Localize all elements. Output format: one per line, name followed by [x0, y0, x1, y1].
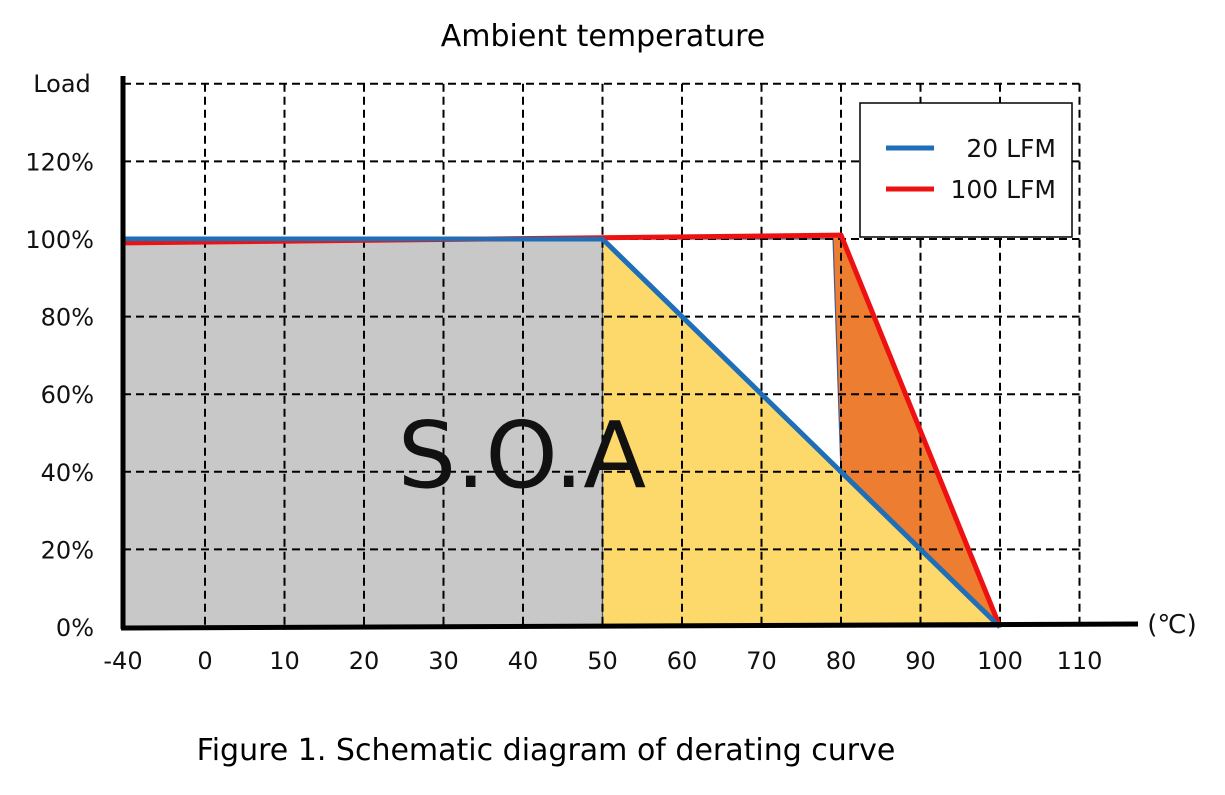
- x-tick-label-60: 60: [667, 647, 698, 675]
- x-tick-label-110: 110: [1057, 647, 1103, 675]
- x-tick-label-40: 40: [508, 647, 539, 675]
- y-tick-label-120: 120%: [25, 148, 94, 176]
- x-axis-unit-label: (℃): [1147, 610, 1197, 640]
- y-tick-label-20: 20%: [41, 536, 94, 564]
- x-tick-label-100: 100: [977, 647, 1023, 675]
- figure-caption: Figure 1. Schematic diagram of derating …: [197, 733, 896, 768]
- x-tick-label-50: 50: [587, 647, 618, 675]
- x-tick-label-30: 30: [428, 647, 459, 675]
- x-axis-line: [120, 621, 1139, 631]
- y-tick-label-60: 60%: [41, 381, 94, 409]
- x-tick-label-0: 0: [197, 647, 212, 675]
- legend: 20 LFM 100 LFM: [859, 102, 1073, 238]
- legend-label-100-lfm: 100 LFM: [950, 175, 1056, 204]
- y-tick-label-80: 80%: [41, 304, 94, 332]
- x-tick-label-20: 20: [349, 647, 380, 675]
- legend-label-20-lfm: 20 LFM: [966, 134, 1056, 163]
- x-tick-label-70: 70: [746, 647, 777, 675]
- y-tick-label-40: 40%: [41, 459, 94, 487]
- x-tick-label--40: -40: [103, 647, 142, 675]
- x-tick-label-80: 80: [826, 647, 857, 675]
- series-line-20-lfm-overlay: [123, 236, 1002, 629]
- legend-box: [859, 102, 1073, 238]
- x-tick-label-90: 90: [905, 647, 936, 675]
- series-layer: [122, 232, 1003, 629]
- x-tick-label-10: 10: [269, 647, 300, 675]
- axes-layer: [120, 76, 1139, 631]
- y-tick-label-100: 100%: [25, 226, 94, 254]
- chart-title: Ambient temperature: [441, 19, 765, 54]
- y-tick-label-0: 0%: [56, 614, 94, 642]
- soa-annotation: S.O.A: [398, 402, 647, 509]
- y-axis-label: Load: [33, 70, 91, 98]
- ticks-layer: -40 0 10 20 30 40 50 60 70 80 90 100 110 0% 20% 40% 60% 8…: [25, 148, 1102, 675]
